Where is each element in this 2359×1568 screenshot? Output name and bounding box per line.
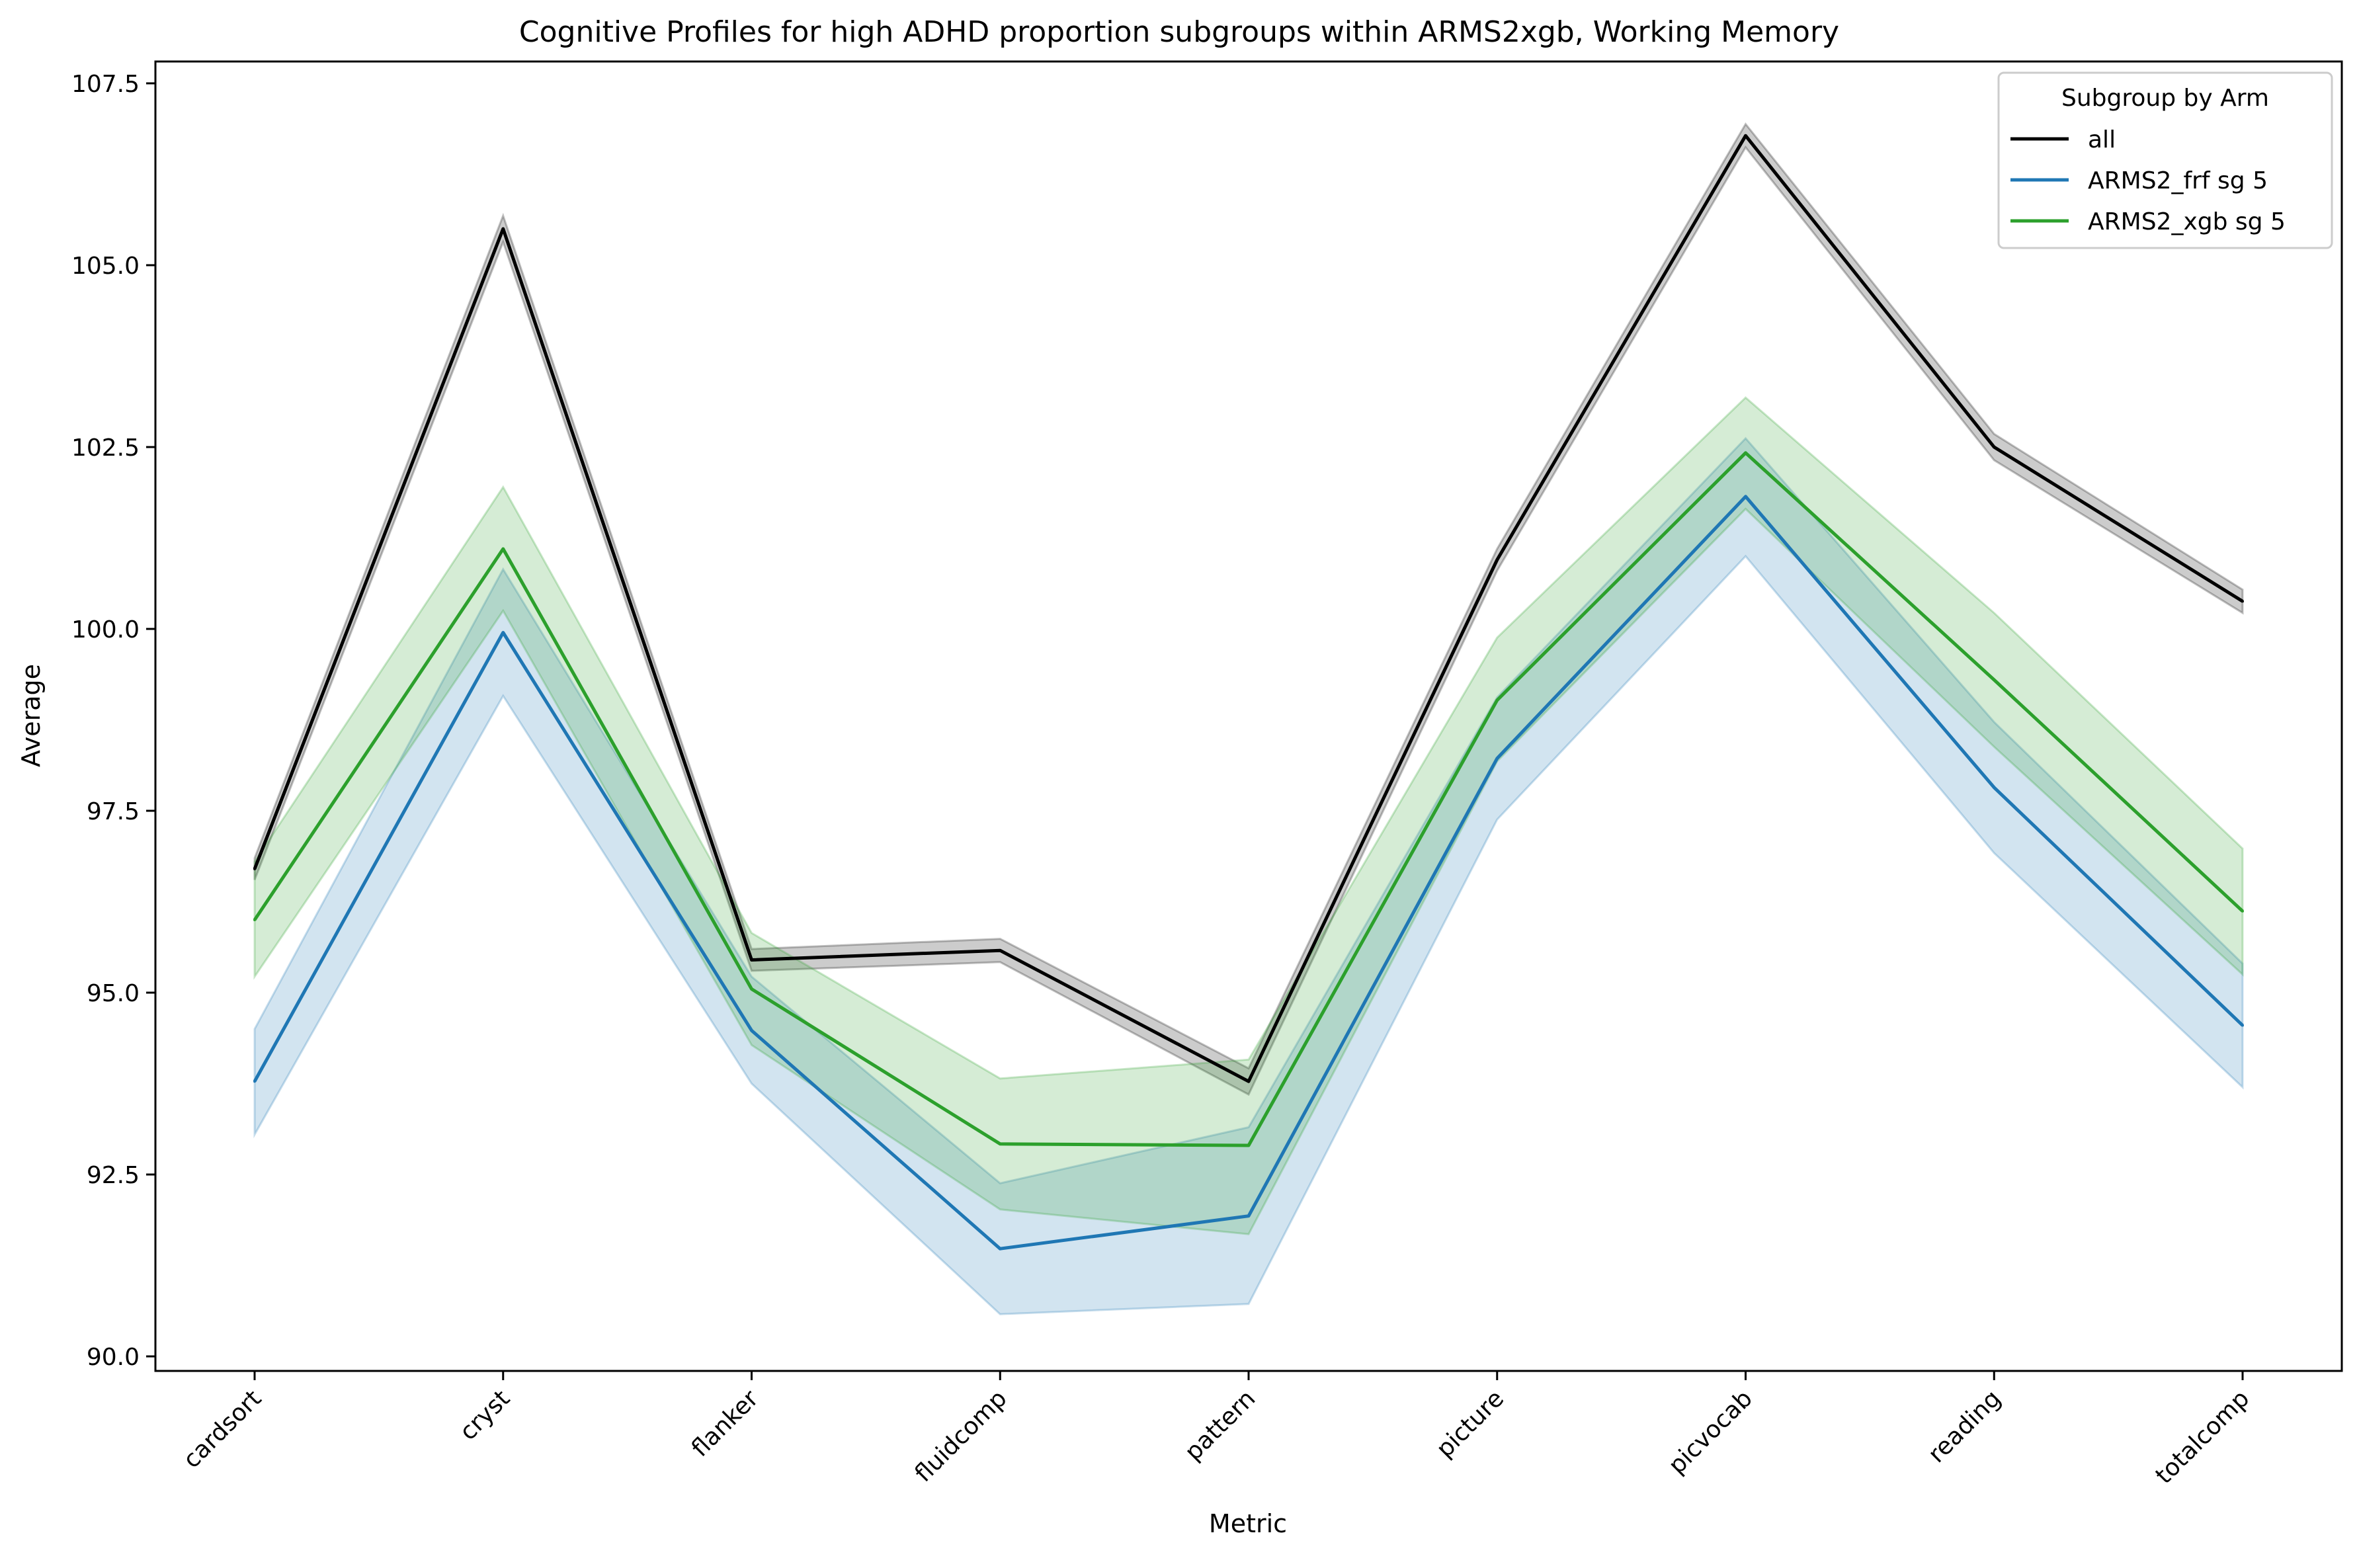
legend: Subgroup by Arm all ARMS2_frf sg 5 ARMS2_x… — [1997, 71, 2333, 249]
data-point-2-7 — [1993, 679, 1996, 681]
data-point-1-2 — [750, 1029, 753, 1032]
y-tick-label: 107.5 — [71, 71, 140, 98]
data-point-0-1 — [501, 227, 505, 230]
data-point-1-1 — [501, 631, 505, 634]
data-point-0-3 — [999, 949, 1002, 952]
data-point-2-0 — [253, 919, 256, 921]
y-tick-label: 102.5 — [71, 434, 140, 462]
confidence-band-2 — [253, 396, 2244, 1235]
legend-box — [1997, 71, 2333, 249]
y-tick-label: 105.0 — [71, 253, 140, 280]
data-point-0-7 — [1993, 446, 1996, 448]
data-point-0-8 — [2241, 600, 2244, 603]
data-point-0-5 — [1495, 558, 1499, 561]
data-point-2-2 — [750, 987, 753, 991]
data-point-2-1 — [501, 548, 505, 550]
data-point-1-0 — [253, 1080, 256, 1083]
y-tick-label: 90.0 — [87, 1344, 140, 1371]
data-point-2-5 — [1495, 698, 1499, 702]
chart-title: Cognitive Profiles for high ADHD proport… — [519, 15, 1839, 49]
data-point-0-0 — [253, 868, 256, 870]
confidence-band-1 — [253, 436, 2244, 1315]
x-axis-label: Metric — [1209, 1509, 1287, 1538]
y-axis-label: Average — [17, 664, 46, 767]
legend-label-2: ARMS2_xgb sg 5 — [2088, 208, 2286, 235]
plot-area — [253, 122, 2244, 1315]
data-point-1-5 — [1495, 757, 1499, 760]
y-tick-label: 97.5 — [87, 798, 140, 825]
data-point-0-6 — [1744, 134, 1747, 138]
data-point-1-6 — [1744, 495, 1747, 498]
data-point-0-4 — [1247, 1080, 1250, 1083]
data-point-2-6 — [1744, 451, 1747, 454]
legend-title: Subgroup by Arm — [2061, 85, 2269, 112]
data-point-1-3 — [999, 1247, 1002, 1251]
data-point-0-2 — [750, 958, 753, 962]
data-point-2-3 — [999, 1142, 1002, 1145]
data-point-1-8 — [2241, 1024, 2244, 1027]
y-tick-label: 95.0 — [87, 980, 140, 1007]
data-point-1-4 — [1247, 1214, 1250, 1217]
legend-label-1: ARMS2_frf sg 5 — [2088, 167, 2268, 194]
legend-label-0: all — [2088, 126, 2116, 153]
y-tick-label: 100.0 — [71, 616, 140, 643]
data-point-2-4 — [1247, 1144, 1250, 1147]
confidence-band-0 — [253, 122, 2244, 1096]
y-tick-label: 92.5 — [87, 1162, 140, 1189]
data-point-1-7 — [1993, 786, 1996, 789]
data-point-2-8 — [2241, 909, 2244, 913]
